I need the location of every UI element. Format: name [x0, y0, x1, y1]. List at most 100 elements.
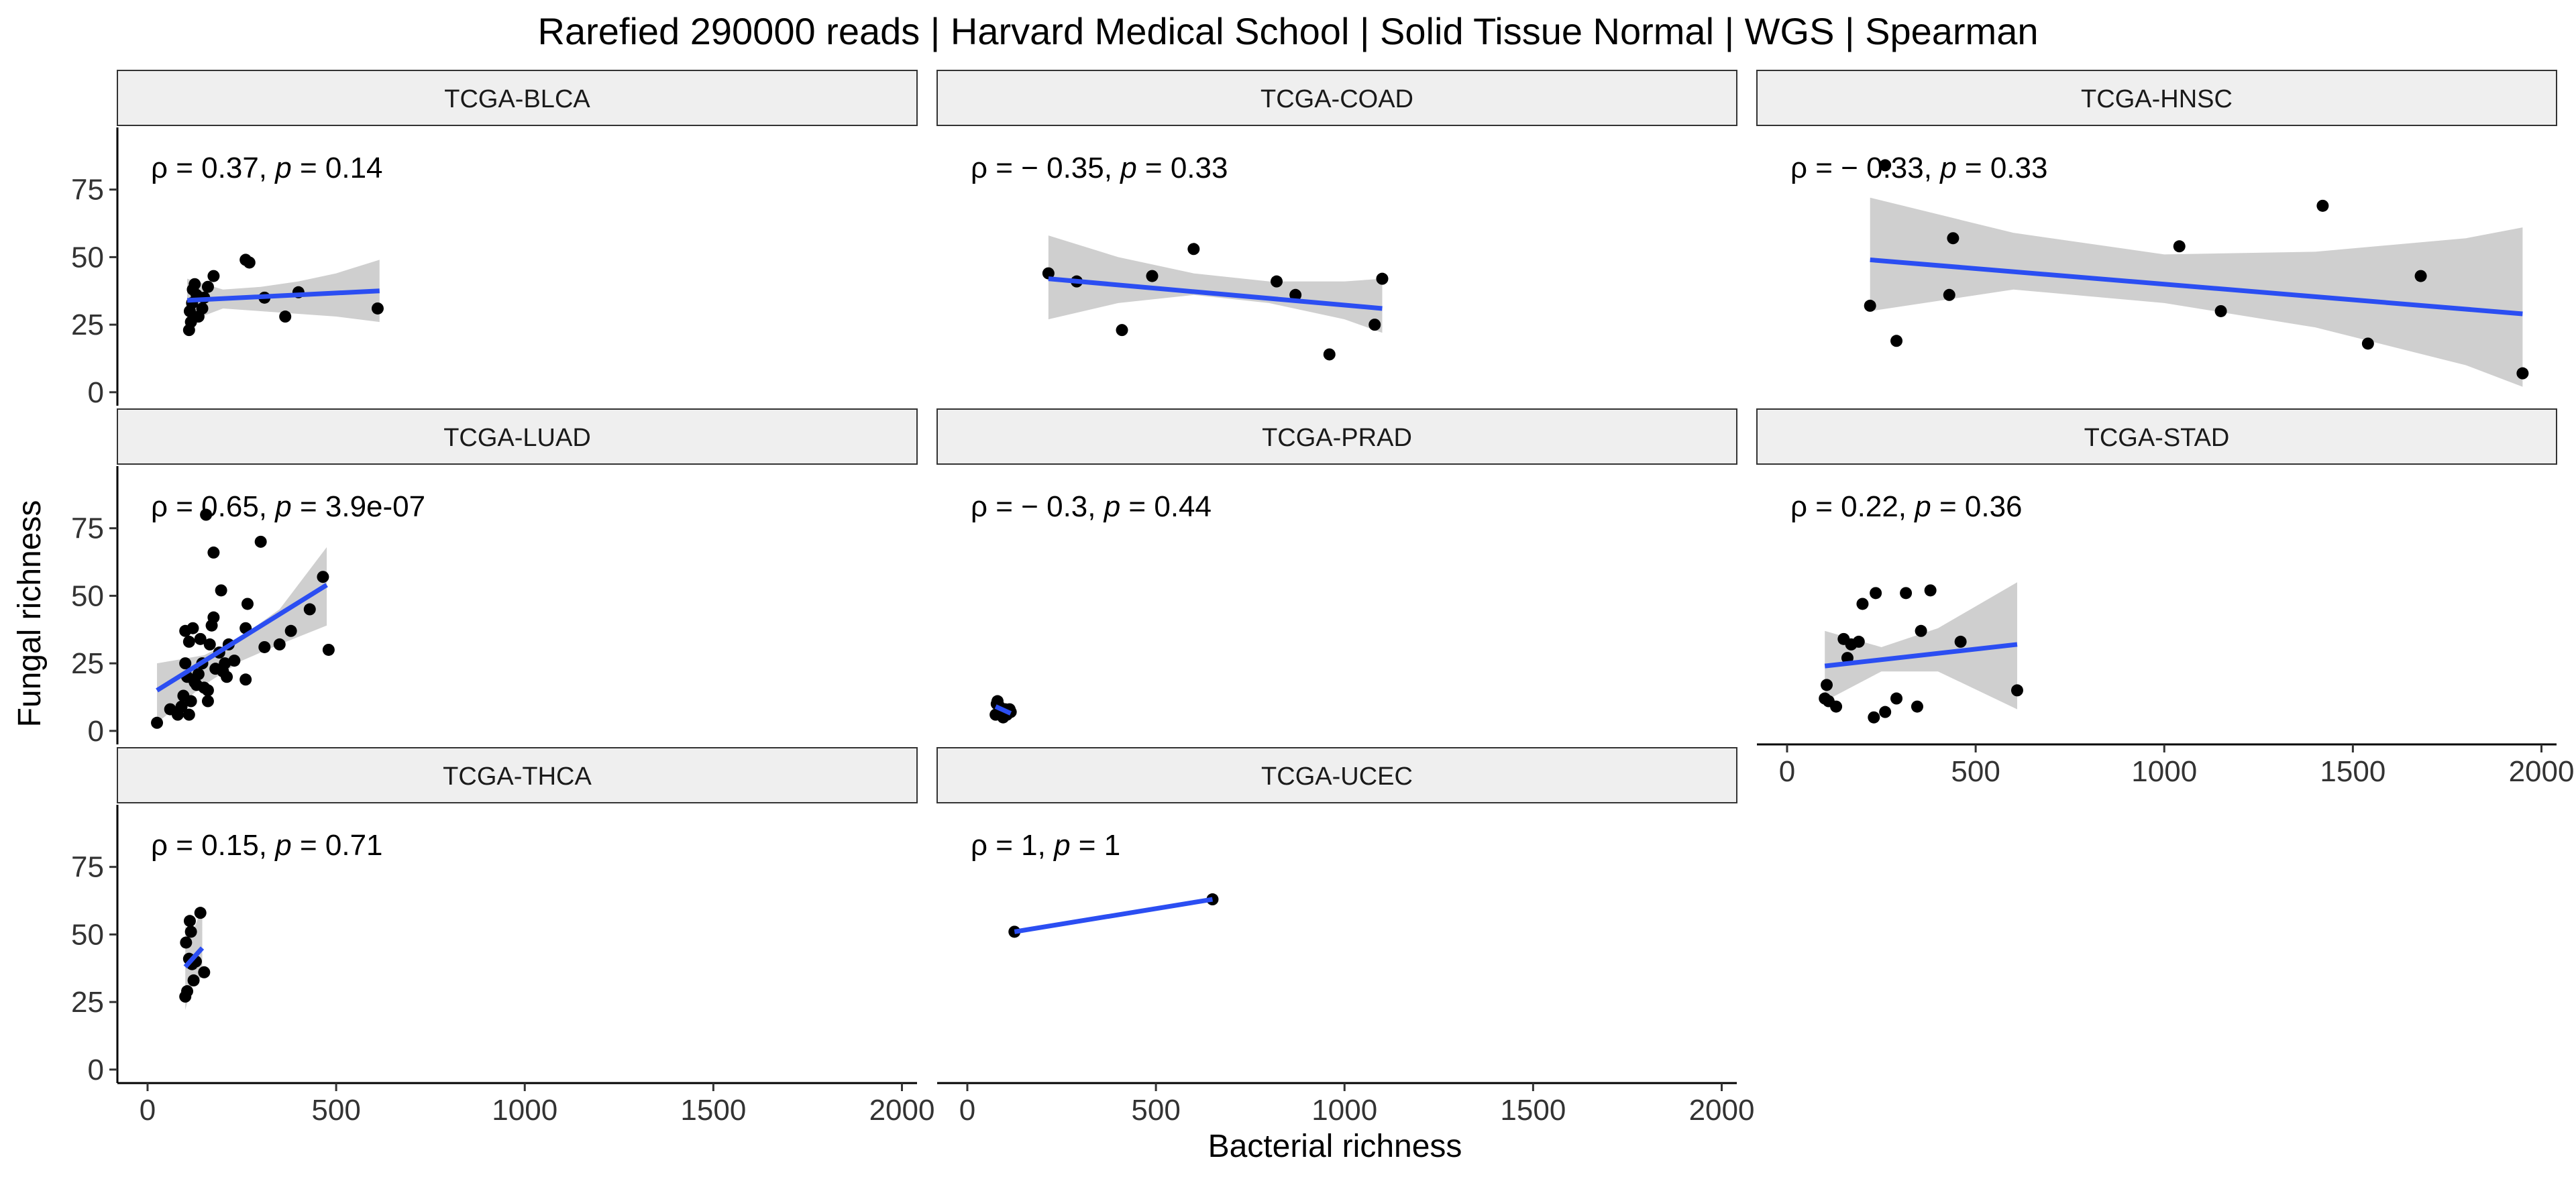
regression-line	[183, 946, 205, 969]
x-tick-label: 500	[1951, 755, 2000, 788]
regression-line	[1870, 257, 2523, 317]
y-tick-label: 25	[71, 647, 104, 680]
x-tick-label: 500	[1131, 1094, 1180, 1127]
facet-panel: TCGA-LUAD ρ = 0.65, p = 3.9e-07 0 25 50 75	[71, 408, 918, 748]
data-point	[258, 640, 271, 653]
data-point	[221, 671, 233, 683]
facet-panels: TCGA-BLCA ρ = 0.37, p = 0.14 0 25 50 75 TCGA-C…	[71, 70, 2574, 1127]
y-tick-label: 0	[88, 715, 104, 748]
data-point	[284, 624, 297, 637]
data-point	[1954, 635, 1967, 648]
data-point	[239, 673, 252, 686]
facet-strip-label: TCGA-STAD	[2084, 424, 2230, 452]
facet-strip-label: TCGA-LUAD	[443, 424, 591, 452]
data-point	[243, 256, 256, 269]
facet-strip	[936, 747, 1737, 803]
data-point	[1856, 598, 1869, 610]
data-point	[241, 598, 254, 610]
regression-line	[1824, 642, 2018, 669]
correlation-annotation: ρ = 0.65, p = 3.9e-07	[151, 490, 425, 523]
facet-strip-label: TCGA-UCEC	[1261, 763, 1413, 791]
data-point	[2361, 337, 2374, 350]
y-tick-label: 50	[71, 241, 104, 274]
x-axis-title: Bacterial richness	[1208, 1129, 1462, 1164]
y-tick-label: 75	[71, 851, 104, 884]
data-point	[201, 695, 214, 708]
regression-line	[994, 704, 1012, 716]
facet-strip	[117, 408, 918, 465]
correlation-annotation: ρ = − 0.3, p = 0.44	[971, 490, 1212, 523]
data-point	[215, 584, 227, 597]
data-point	[1271, 275, 1283, 288]
correlation-annotation: ρ = 1, p = 1	[971, 829, 1120, 862]
data-point	[207, 611, 220, 624]
data-point	[322, 643, 335, 656]
data-point	[2414, 270, 2427, 282]
data-point	[1947, 232, 1960, 245]
facet-strip-label: TCGA-COAD	[1260, 85, 1413, 113]
regression-line	[1048, 276, 1383, 311]
data-point	[254, 535, 267, 548]
y-tick-label: 0	[88, 1054, 104, 1086]
data-point	[1852, 635, 1865, 648]
data-point	[1376, 272, 1389, 285]
data-point	[207, 270, 220, 282]
facet-strip-label: TCGA-BLCA	[444, 85, 590, 113]
data-point	[1289, 288, 1302, 301]
data-point	[1821, 679, 1833, 691]
correlation-annotation: ρ = − 0.35, p = 0.33	[971, 152, 1228, 184]
data-point	[196, 302, 209, 315]
data-point	[1915, 624, 1927, 637]
data-point	[182, 635, 195, 648]
y-tick-label: 0	[88, 376, 104, 409]
data-point	[189, 278, 201, 290]
facet-strip	[117, 747, 918, 803]
data-point	[1890, 335, 1903, 347]
facet-strip	[1756, 408, 2557, 465]
chart-title: Rarefied 290000 reads | Harvard Medical …	[538, 10, 2039, 52]
data-point	[371, 302, 384, 315]
correlation-annotation: ρ = 0.15, p = 0.71	[151, 829, 383, 862]
data-point	[1042, 267, 1055, 280]
y-tick-label: 75	[71, 174, 104, 207]
x-tick-label: 2000	[2509, 755, 2575, 788]
x-tick-label: 0	[140, 1094, 156, 1127]
data-point	[182, 708, 195, 721]
data-point	[207, 546, 220, 559]
data-point	[279, 311, 292, 323]
x-tick-label: 500	[311, 1094, 360, 1127]
data-point	[1146, 270, 1159, 282]
data-point	[201, 684, 214, 697]
regression-line	[186, 288, 380, 303]
data-point	[184, 925, 197, 938]
data-point	[180, 936, 193, 949]
x-tick-label: 2000	[1689, 1094, 1755, 1127]
data-point	[303, 603, 316, 616]
facet-panel: TCGA-PRAD ρ = − 0.3, p = 0.44	[936, 408, 1737, 724]
regression-line	[1014, 897, 1214, 934]
data-point	[186, 622, 199, 634]
data-point	[1864, 299, 1876, 312]
facet-strip-label: TCGA-THCA	[443, 763, 592, 791]
x-tick-label: 2000	[869, 1094, 935, 1127]
x-tick-label: 1500	[2320, 755, 2385, 788]
data-point	[198, 966, 211, 978]
regression-line	[156, 583, 328, 693]
facet-panel: TCGA-HNSC ρ = − 0.33, p = 0.33	[1756, 70, 2557, 387]
data-point	[1900, 587, 1913, 600]
confidence-band	[1825, 582, 2017, 710]
y-tick-label: 25	[71, 986, 104, 1019]
facet-strip	[1756, 70, 2557, 126]
y-tick-label: 50	[71, 579, 104, 612]
data-point	[1879, 159, 1892, 172]
data-point	[1323, 348, 1336, 361]
data-point	[2173, 240, 2186, 253]
y-tick-label: 50	[71, 918, 104, 951]
data-point	[2316, 199, 2329, 212]
correlation-annotation: ρ = − 0.33, p = 0.33	[1790, 152, 2047, 184]
data-point	[203, 638, 216, 651]
x-tick-label: 1500	[1500, 1094, 1566, 1127]
data-point	[187, 974, 200, 987]
data-point	[194, 907, 207, 919]
